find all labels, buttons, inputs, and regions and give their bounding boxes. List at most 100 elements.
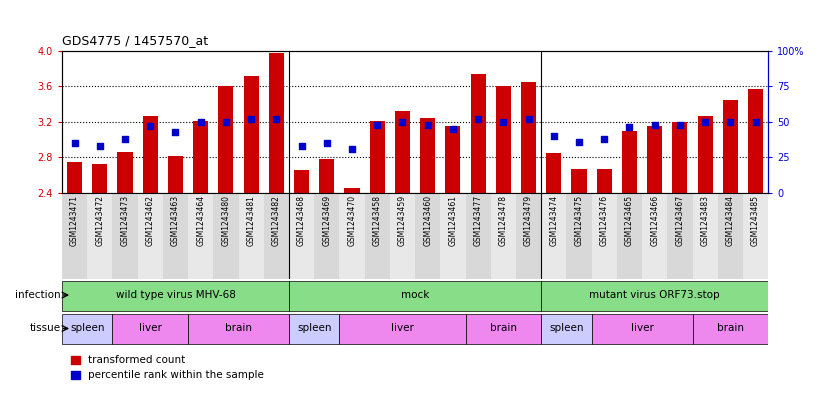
Text: GSM1243463: GSM1243463 xyxy=(171,195,180,246)
Bar xyxy=(395,111,410,193)
Bar xyxy=(112,314,188,344)
Text: brain: brain xyxy=(717,323,744,334)
Bar xyxy=(93,164,107,193)
Text: liver: liver xyxy=(391,323,414,334)
Bar xyxy=(62,314,112,344)
Text: GSM1243458: GSM1243458 xyxy=(373,195,382,246)
Bar xyxy=(541,281,768,311)
Text: spleen: spleen xyxy=(297,323,331,334)
Bar xyxy=(244,76,259,193)
Point xyxy=(446,126,459,132)
Point xyxy=(68,140,81,146)
Point xyxy=(345,145,358,152)
Text: GSM1243470: GSM1243470 xyxy=(348,195,357,246)
Bar xyxy=(440,193,466,279)
Bar xyxy=(516,193,541,279)
Bar xyxy=(294,171,309,193)
Point xyxy=(93,143,107,149)
Text: liver: liver xyxy=(630,323,653,334)
Bar xyxy=(723,100,738,193)
Bar xyxy=(415,193,440,279)
Point xyxy=(648,121,662,128)
Bar xyxy=(617,193,642,279)
Bar xyxy=(471,74,486,193)
Point xyxy=(673,121,686,128)
Point xyxy=(144,123,157,129)
Point xyxy=(598,136,611,142)
Point xyxy=(219,119,232,125)
Text: GSM1243485: GSM1243485 xyxy=(751,195,760,246)
Bar xyxy=(596,169,612,193)
Bar xyxy=(521,82,536,193)
Text: GSM1243462: GSM1243462 xyxy=(145,195,154,246)
Bar xyxy=(314,193,339,279)
Bar xyxy=(748,89,763,193)
Point xyxy=(421,121,434,128)
Text: GSM1243475: GSM1243475 xyxy=(575,195,583,246)
Text: GSM1243461: GSM1243461 xyxy=(449,195,458,246)
Bar xyxy=(622,130,637,193)
Bar xyxy=(188,314,289,344)
Text: GSM1243471: GSM1243471 xyxy=(70,195,79,246)
Point xyxy=(194,119,207,125)
Bar xyxy=(62,281,289,311)
Bar xyxy=(117,152,132,193)
Text: GSM1243481: GSM1243481 xyxy=(247,195,255,246)
Bar xyxy=(567,193,591,279)
Bar xyxy=(263,193,289,279)
Text: mock: mock xyxy=(401,290,430,300)
Bar xyxy=(289,193,314,279)
Text: wild type virus MHV-68: wild type virus MHV-68 xyxy=(116,290,235,300)
Text: GSM1243464: GSM1243464 xyxy=(196,195,205,246)
Text: GSM1243482: GSM1243482 xyxy=(272,195,281,246)
Text: GSM1243473: GSM1243473 xyxy=(121,195,130,246)
Bar xyxy=(339,193,364,279)
Text: infection: infection xyxy=(15,290,60,300)
Text: GSM1243459: GSM1243459 xyxy=(398,195,407,246)
Legend: transformed count, percentile rank within the sample: transformed count, percentile rank withi… xyxy=(67,351,268,385)
Text: GDS4775 / 1457570_at: GDS4775 / 1457570_at xyxy=(62,34,208,47)
Bar xyxy=(697,116,713,193)
Point xyxy=(244,116,258,122)
Bar xyxy=(445,126,460,193)
Bar xyxy=(743,193,768,279)
Text: spleen: spleen xyxy=(549,323,584,334)
Point xyxy=(320,140,334,146)
Bar xyxy=(390,193,415,279)
Text: GSM1243469: GSM1243469 xyxy=(322,195,331,246)
Bar xyxy=(188,193,213,279)
Bar xyxy=(420,118,435,193)
Point xyxy=(496,119,510,125)
Bar xyxy=(344,188,359,193)
Bar xyxy=(163,193,188,279)
Text: tissue: tissue xyxy=(30,323,60,334)
Text: GSM1243480: GSM1243480 xyxy=(221,195,230,246)
Text: brain: brain xyxy=(490,323,517,334)
Bar xyxy=(541,314,591,344)
Text: GSM1243467: GSM1243467 xyxy=(676,195,685,246)
Point xyxy=(396,119,409,125)
Point xyxy=(547,133,560,139)
Bar xyxy=(667,193,692,279)
Text: GSM1243460: GSM1243460 xyxy=(423,195,432,246)
Text: liver: liver xyxy=(139,323,162,334)
Bar xyxy=(491,193,516,279)
Point xyxy=(572,138,586,145)
Bar xyxy=(138,193,163,279)
Point xyxy=(623,124,636,130)
Bar xyxy=(647,126,662,193)
Point xyxy=(724,119,737,125)
Bar xyxy=(541,193,567,279)
Text: mutant virus ORF73.stop: mutant virus ORF73.stop xyxy=(590,290,720,300)
Bar xyxy=(88,193,112,279)
Bar xyxy=(692,193,718,279)
Point xyxy=(270,116,283,122)
Bar xyxy=(591,193,617,279)
Text: GSM1243468: GSM1243468 xyxy=(297,195,306,246)
Point xyxy=(295,143,308,149)
Bar xyxy=(62,193,88,279)
Text: GSM1243478: GSM1243478 xyxy=(499,195,508,246)
Text: GSM1243484: GSM1243484 xyxy=(726,195,735,246)
Bar xyxy=(268,53,284,193)
Text: GSM1243477: GSM1243477 xyxy=(473,195,482,246)
